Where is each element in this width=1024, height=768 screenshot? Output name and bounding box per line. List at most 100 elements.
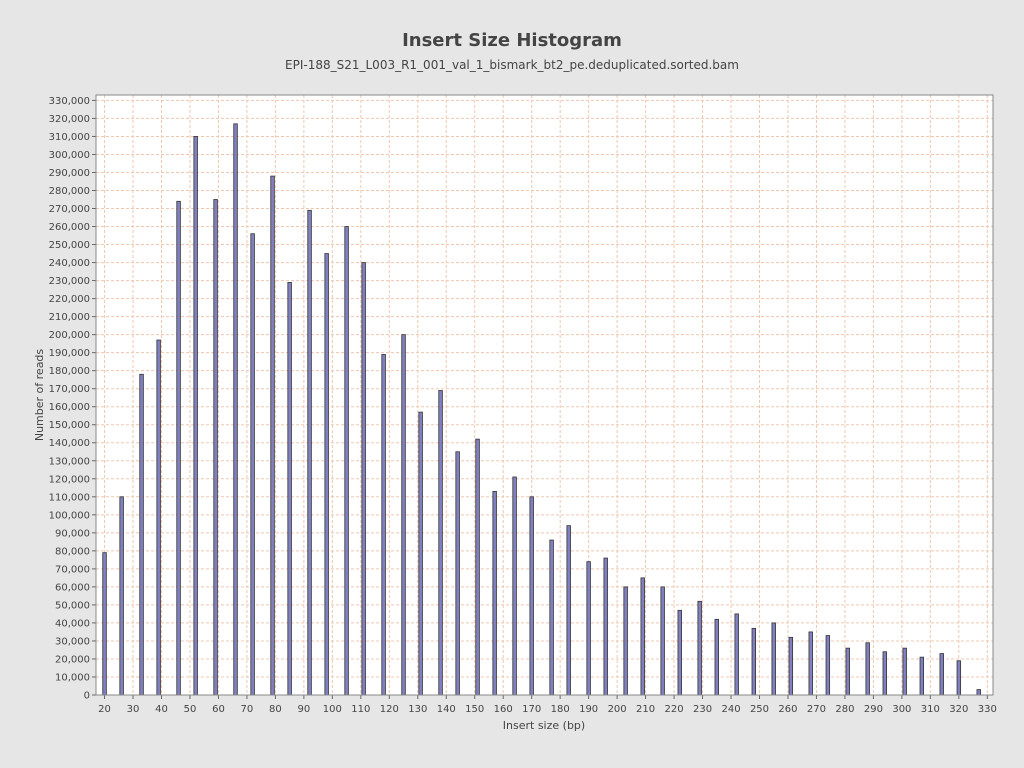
histogram-bar xyxy=(176,200,181,696)
histogram-bar xyxy=(603,557,608,696)
histogram-bar xyxy=(233,123,238,696)
x-tick-label: 220 xyxy=(665,704,684,715)
histogram-bar xyxy=(492,490,497,696)
y-tick-label: 80,000 xyxy=(55,546,90,557)
x-tick-label: 330 xyxy=(978,704,997,715)
axes: 0 10,000 20,000 30,000 40,000 50,000 60,000 70,… xyxy=(49,94,997,715)
histogram-bar xyxy=(193,136,198,696)
histogram-bar xyxy=(307,209,312,696)
x-tick-label: 140 xyxy=(437,704,456,715)
histogram-bar xyxy=(788,636,794,696)
x-tick-label: 50 xyxy=(184,704,197,715)
histogram-bar xyxy=(825,635,831,696)
x-tick-label: 30 xyxy=(127,704,140,715)
histogram-bar xyxy=(270,175,275,696)
y-tick-label: 10,000 xyxy=(55,672,90,683)
histogram-bar xyxy=(714,618,719,696)
histogram-bar xyxy=(438,390,443,696)
histogram-bar xyxy=(455,451,460,696)
y-tick-label: 270,000 xyxy=(49,204,90,215)
x-tick-label: 150 xyxy=(465,704,484,715)
x-tick-label: 240 xyxy=(721,704,740,715)
x-tick-label: 60 xyxy=(212,704,225,715)
histogram-bar xyxy=(344,226,349,696)
histogram-bar xyxy=(771,622,776,696)
y-tick-label: 320,000 xyxy=(49,114,90,125)
histogram-bar xyxy=(418,411,423,696)
y-tick-label: 160,000 xyxy=(49,402,90,413)
histogram-bar xyxy=(139,373,144,696)
chart-subtitle: EPI-188_S21_L003_R1_001_val_1_bismark_bt… xyxy=(285,58,739,72)
x-tick-label: 180 xyxy=(551,704,570,715)
x-tick-label: 80 xyxy=(269,704,282,715)
x-tick-label: 290 xyxy=(864,704,883,715)
histogram-bar xyxy=(287,281,292,696)
plot-area xyxy=(96,95,993,695)
histogram-bar xyxy=(324,253,329,696)
x-tick-label: 190 xyxy=(579,704,598,715)
x-tick-label: 160 xyxy=(494,704,513,715)
histogram-bar xyxy=(549,539,554,696)
x-tick-label: 320 xyxy=(949,704,968,715)
histogram-bar xyxy=(640,577,645,696)
y-tick-label: 100,000 xyxy=(49,510,90,521)
x-tick-label: 120 xyxy=(380,704,399,715)
histogram-bar xyxy=(939,653,944,696)
y-tick-label: 250,000 xyxy=(49,240,90,251)
histogram-bar xyxy=(250,233,255,696)
histogram-bar xyxy=(586,561,591,696)
grid-lines xyxy=(96,95,993,696)
histogram-bar xyxy=(512,476,517,696)
x-tick-label: 210 xyxy=(636,704,655,715)
y-tick-label: 330,000 xyxy=(49,96,90,107)
histogram-bar xyxy=(677,609,682,696)
x-tick-label: 90 xyxy=(298,704,311,715)
histogram-bar xyxy=(102,552,107,696)
histogram-bar xyxy=(623,586,628,696)
y-tick-label: 260,000 xyxy=(49,222,90,233)
x-tick-label: 40 xyxy=(155,704,168,715)
y-tick-label: 130,000 xyxy=(49,456,90,467)
y-tick-label: 110,000 xyxy=(49,492,90,503)
x-axis-title: Insert size (bp) xyxy=(503,719,585,732)
histogram-bar xyxy=(845,647,850,696)
histogram-bar xyxy=(919,656,925,696)
y-tick-label: 20,000 xyxy=(55,654,90,665)
x-tick-label: 260 xyxy=(778,704,797,715)
histogram-bar xyxy=(401,334,406,696)
y-tick-label: 300,000 xyxy=(49,150,90,161)
y-tick-label: 150,000 xyxy=(49,420,90,431)
x-tick-label: 310 xyxy=(921,704,940,715)
histogram-bar xyxy=(734,613,739,696)
x-tick-label: 250 xyxy=(750,704,769,715)
x-tick-label: 130 xyxy=(408,704,427,715)
x-tick-label: 110 xyxy=(351,704,370,715)
x-tick-label: 280 xyxy=(835,704,854,715)
histogram-bar xyxy=(865,642,870,696)
y-tick-label: 120,000 xyxy=(49,474,90,485)
x-tick-label: 170 xyxy=(522,704,541,715)
y-tick-label: 50,000 xyxy=(55,600,90,611)
x-tick-label: 20 xyxy=(98,704,111,715)
y-axis-title: Number of reads xyxy=(33,349,46,442)
histogram-bar xyxy=(697,600,702,696)
histogram-bar xyxy=(381,354,386,696)
histogram-bar xyxy=(976,689,981,696)
histogram-bar xyxy=(882,651,887,696)
histogram-bar xyxy=(660,586,665,696)
y-tick-label: 190,000 xyxy=(49,348,90,359)
y-tick-label: 140,000 xyxy=(49,438,90,449)
x-tick-label: 230 xyxy=(693,704,712,715)
y-tick-label: 180,000 xyxy=(49,366,90,377)
y-tick-label: 200,000 xyxy=(49,330,90,341)
histogram-bar xyxy=(529,496,534,696)
plot-border xyxy=(95,94,994,696)
chart-title: Insert Size Histogram xyxy=(402,30,622,51)
histogram-bar xyxy=(213,199,218,696)
y-tick-label: 280,000 xyxy=(49,186,90,197)
y-tick-label: 210,000 xyxy=(49,312,90,323)
histogram-bar xyxy=(902,647,907,696)
histogram-bar xyxy=(475,438,480,696)
x-tick-label: 200 xyxy=(608,704,627,715)
y-tick-label: 220,000 xyxy=(49,294,90,305)
